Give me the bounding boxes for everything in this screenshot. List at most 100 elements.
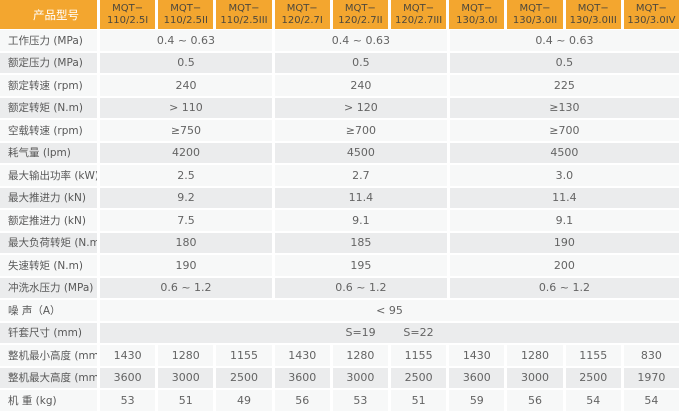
table-row: 最大输出功率 (kW) 2.5 2.7 3.0 [0,165,679,188]
value-cell: 3600 [271,367,330,388]
table-row: 工作压力 (MPa) 0.4 ~ 0.63 0.4 ~ 0.63 0.4 ~ 0… [0,30,679,53]
value-cell: 56 [271,390,330,411]
value-cell: 190 [446,232,679,253]
value-cell: 4500 [446,142,679,163]
value-cell: 11.4 [446,187,679,208]
value-cell: 2500 [213,367,272,388]
value-cell: ≥700 [271,120,447,141]
column-header: MQT− 130/3.0III [562,0,621,29]
value-cell: 1155 [213,345,272,366]
value-cell: 1155 [388,345,447,366]
value-cell: 9.1 [271,210,447,231]
value-cell: 0.6 ~ 1.2 [271,277,447,298]
column-header: MQT− 130/3.0IV [620,0,679,29]
row-label: 钎套尺寸 (mm) [0,322,100,343]
value-cell: 51 [388,390,447,411]
span-value-cell: < 95 [100,300,679,321]
row-label: 噪 声（A） [0,300,100,321]
value-cell [273,322,332,343]
value-cell: 3000 [155,367,214,388]
value-cell: 240 [100,75,272,96]
column-header: MQT− 110/2.5I [100,0,156,29]
value-cell: 0.4 ~ 0.63 [100,30,272,51]
row-label: 机 重 (kg) [0,390,100,411]
row-label: 整机最大高度 (mm) [0,367,100,388]
value-cell: 4500 [271,142,447,163]
value-cell: 1970 [620,367,679,388]
value-cell: 1155 [562,345,621,366]
value-cell: S=22 [389,322,448,343]
column-header: MQT− 120/2.7III [388,0,447,29]
value-cell: 2500 [388,367,447,388]
row-label: 额定转矩 (N.m) [0,97,100,118]
value-cell: 0.5 [446,52,679,73]
value-cell: > 110 [100,97,272,118]
value-cell: 180 [100,232,272,253]
value-cell: 54 [562,390,621,411]
value-cell: 185 [271,232,447,253]
table-row: 耗气量 (lpm) 4200 4500 4500 [0,142,679,165]
value-cell: 830 [620,345,679,366]
value-cell: ≥700 [446,120,679,141]
value-cell [157,322,216,343]
table-row: 额定推进力 (kN) 7.5 9.1 9.1 [0,210,679,233]
value-cell: 2500 [562,367,621,388]
column-header: MQT− 120/2.7II [329,0,389,29]
table-row: 钎套尺寸 (mm) S=19 S=22 [0,322,679,345]
table-row: 噪 声（A） < 95 [0,300,679,323]
table-row: 额定压力 (MPa) 0.5 0.5 0.5 [0,52,679,75]
table-row: 冲洗水压力 (MPa) 0.6 ~ 1.2 0.6 ~ 1.2 0.6 ~ 1.… [0,277,679,300]
value-cell: 53 [100,390,156,411]
value-cell: 9.1 [446,210,679,231]
table-row: 额定转速 (rpm) 240 240 225 [0,75,679,98]
value-cell [621,322,679,343]
value-cell [563,322,622,343]
value-cell: 59 [446,390,505,411]
row-label: 最大推进力 (kN) [0,187,100,208]
column-header: MQT− 130/3.0I [446,0,505,29]
value-cell: S=19 [331,322,390,343]
value-cell: 3.0 [446,165,679,186]
value-cell: 1280 [329,345,389,366]
value-cell: 3000 [329,367,389,388]
table-row: 最大推进力 (kN) 9.2 11.4 11.4 [0,187,679,210]
value-cell: 3600 [100,367,156,388]
value-cell: 1430 [271,345,330,366]
value-cell: 195 [271,255,447,276]
table-row: 最大负荷转矩 (N.m) 180 185 190 [0,232,679,255]
value-cell: 0.6 ~ 1.2 [446,277,679,298]
value-cell: 0.4 ~ 0.63 [446,30,679,51]
column-header: MQT− 120/2.7I [271,0,330,29]
value-cell [505,322,564,343]
value-cell: 0.5 [100,52,272,73]
value-cell: 54 [620,390,679,411]
value-cell: 240 [271,75,447,96]
table-row: 额定转矩 (N.m) > 110 > 120 ≥130 [0,97,679,120]
value-cell [447,322,506,343]
row-label: 额定推进力 (kN) [0,210,100,231]
value-cell: 7.5 [100,210,272,231]
value-cell [100,322,158,343]
value-cell: 9.2 [100,187,272,208]
value-cell: 56 [504,390,563,411]
value-cell: 1280 [155,345,214,366]
column-header: MQT− 110/2.5II [155,0,214,29]
value-cell: 53 [329,390,389,411]
value-cell: ≥130 [446,97,679,118]
value-cell: ≥750 [100,120,272,141]
value-cell: 200 [446,255,679,276]
value-cell: 51 [155,390,214,411]
table-row: 失速转矩 (N.m) 190 195 200 [0,255,679,278]
value-cell: 0.6 ~ 1.2 [100,277,272,298]
value-cell: 2.7 [271,165,447,186]
value-cell: 49 [213,390,272,411]
row-label: 冲洗水压力 (MPa) [0,277,100,298]
table-body: 工作压力 (MPa) 0.4 ~ 0.63 0.4 ~ 0.63 0.4 ~ 0… [0,30,679,413]
value-cell: 225 [446,75,679,96]
value-cell: 1280 [504,345,563,366]
value-cell: 1430 [446,345,505,366]
column-header: MQT− 130/3.0II [504,0,563,29]
row-label: 耗气量 (lpm) [0,142,100,163]
value-cell [215,322,274,343]
value-cell: > 120 [271,97,447,118]
